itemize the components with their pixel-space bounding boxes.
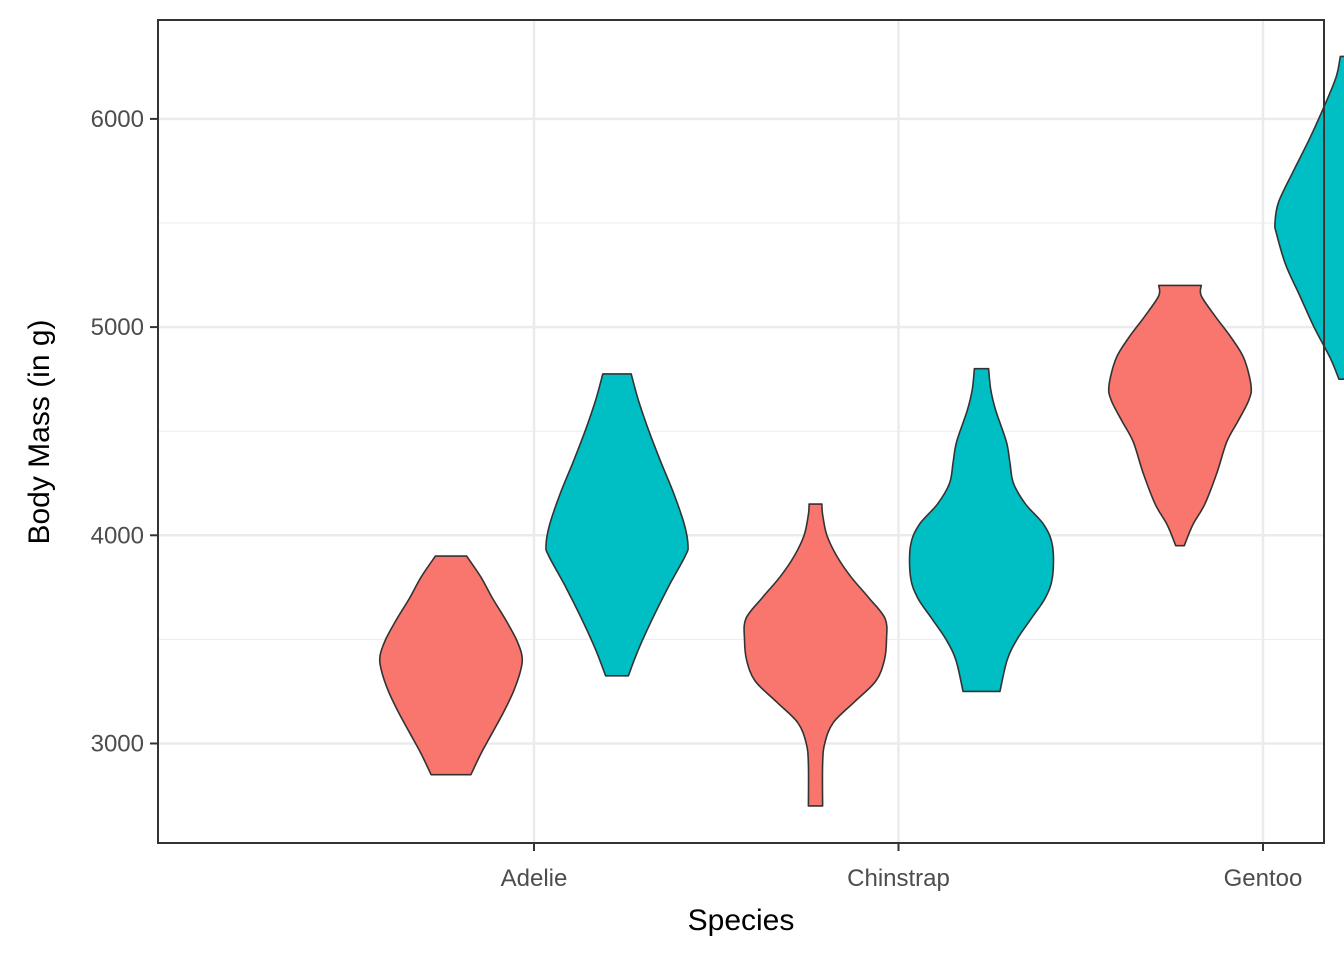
grid-major <box>158 20 1324 843</box>
violin-gentoo-female <box>1107 284 1253 547</box>
violin-chinstrap-female <box>743 503 888 807</box>
violin-adelie-male <box>545 373 689 677</box>
y-axis-title: Body Mass (in g) <box>23 319 56 544</box>
violins <box>378 55 1344 807</box>
x-tick-label-gentoo: Gentoo <box>1224 865 1303 892</box>
y-tick-label: 5000 <box>91 314 144 341</box>
x-axis: Adelie Chinstrap Gentoo <box>501 843 1303 892</box>
x-axis-title: Species <box>688 904 795 937</box>
violin-adelie-female <box>378 555 524 776</box>
violin-chinstrap-male <box>908 367 1055 693</box>
y-tick-label: 6000 <box>91 106 144 133</box>
x-tick-label-chinstrap: Chinstrap <box>847 865 950 892</box>
x-tick-label-adelie: Adelie <box>501 865 568 892</box>
y-tick-label: 3000 <box>91 730 144 757</box>
violin-gentoo-male <box>1274 55 1344 380</box>
panel-border <box>157 19 1325 844</box>
y-axis: 3000 4000 5000 6000 <box>91 106 158 757</box>
y-tick-label: 4000 <box>91 522 144 549</box>
